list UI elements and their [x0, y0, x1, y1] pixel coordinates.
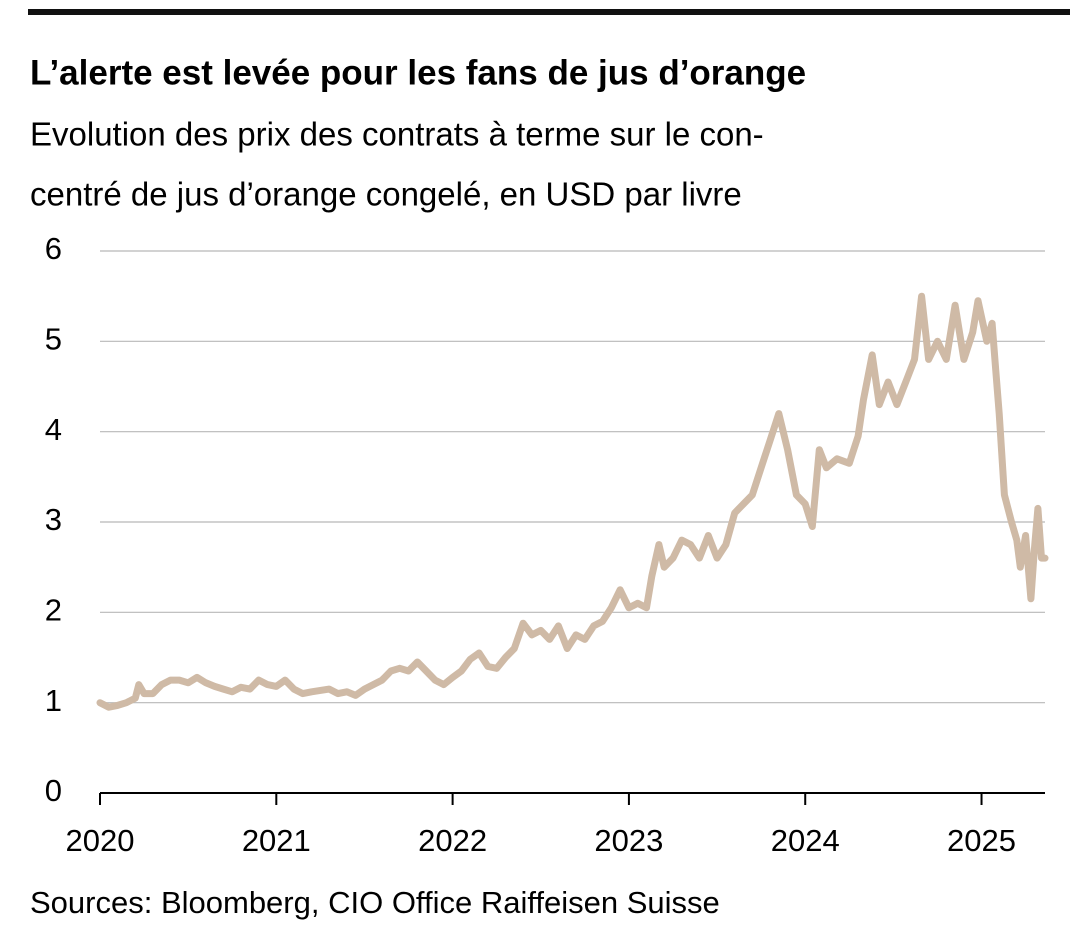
y-tick-label: 2	[45, 593, 62, 628]
chart-subtitle: Evolution des prix des contrats à terme …	[30, 116, 764, 153]
x-tick-label: 2020	[66, 823, 135, 858]
x-tick-label: 2024	[771, 823, 840, 858]
chart-title: L’alerte est levée pour les fans de jus …	[30, 53, 806, 92]
x-tick-label: 2023	[594, 823, 663, 858]
y-tick-label: 5	[45, 322, 62, 357]
x-tick-label: 2022	[418, 823, 487, 858]
y-tick-label: 3	[45, 502, 62, 537]
y-tick-label: 0	[45, 773, 62, 808]
source-note: Sources: Bloomberg, CIO Office Raiffeise…	[30, 885, 720, 920]
y-tick-label: 4	[45, 412, 62, 447]
price-line	[96, 292, 1049, 711]
y-tick-label: 1	[45, 683, 62, 718]
x-tick-label: 2021	[242, 823, 311, 858]
x-tick-label: 2025	[947, 823, 1016, 858]
top-rule	[28, 9, 1070, 15]
y-tick-label: 6	[45, 231, 62, 266]
chart-subtitle: centré de jus d’orange congelé, en USD p…	[30, 176, 742, 213]
